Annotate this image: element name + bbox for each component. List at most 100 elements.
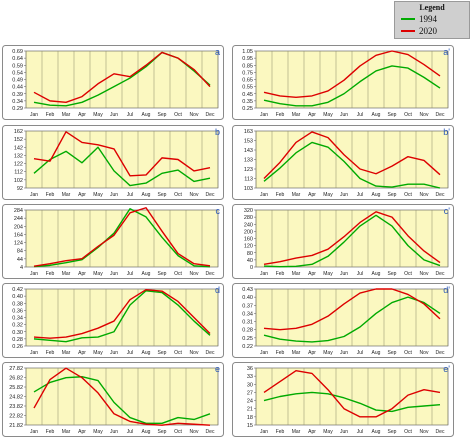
series-line-2020	[263, 288, 441, 331]
x-tick-label: Jan	[30, 271, 38, 277]
series-line-2020	[33, 207, 211, 267]
x-tick-label: Dec	[206, 350, 215, 356]
line-chart: 0.690.640.590.54 0.490.440.390.340.29 Jan F…	[2, 45, 224, 120]
x-tick-label: Dec	[436, 192, 445, 198]
y-tick-label: 0.28	[12, 337, 23, 343]
y-tick-label: 0.25	[242, 106, 253, 112]
y-tick-label: 0.26	[12, 344, 23, 350]
y-tick-label: 142	[14, 145, 23, 151]
x-tick-label: Oct	[174, 112, 182, 118]
y-tick-label: 0.34	[12, 99, 23, 105]
y-tick-label: 44	[17, 257, 23, 263]
series-line-2020	[33, 289, 211, 339]
panel-label: b	[215, 127, 220, 137]
y-tick-label: 0.25	[242, 336, 253, 342]
series-line-1994	[263, 214, 441, 268]
x-tick-label: Nov	[190, 350, 199, 356]
x-tick-label: Feb	[46, 429, 55, 435]
legend: Legend 1994 2020	[394, 1, 470, 39]
y-tick-label: 120	[244, 244, 253, 250]
x-tick-label: Aug	[372, 192, 381, 198]
x-tick-label: Jun	[110, 192, 118, 198]
y-tick-label: 23.82	[9, 404, 23, 410]
x-tick-label: Sep	[388, 112, 397, 118]
y-tick-label: 27	[247, 390, 253, 396]
x-tick-label: Feb	[276, 429, 285, 435]
y-tick-label: 163	[244, 129, 253, 135]
x-tick-label: Jun	[340, 429, 348, 435]
legend-title: Legend	[419, 3, 445, 12]
y-tick-label: 0.59	[12, 63, 23, 69]
x-tick-label: Mar	[62, 429, 71, 435]
x-tick-label: Feb	[46, 112, 55, 118]
x-tick-label: Apr	[308, 429, 316, 435]
x-tick-label: Oct	[174, 192, 182, 198]
x-tick-label: Oct	[404, 112, 412, 118]
y-tick-label: 200	[244, 229, 253, 235]
y-tick-label: 92	[17, 186, 23, 192]
y-tick-label: 132	[14, 153, 23, 159]
y-tick-label: 0.45	[242, 92, 253, 98]
x-tick-label: Oct	[404, 192, 412, 198]
series-line-2020	[33, 131, 211, 177]
x-tick-label: Feb	[276, 271, 285, 277]
x-tick-label: Aug	[372, 271, 381, 277]
series-line-1994	[33, 208, 211, 268]
panel-label: a	[215, 47, 220, 57]
line-chart: 0.420.400.380.36 0.340.320.300.280.26 Jan F…	[2, 283, 224, 358]
x-tick-label: Aug	[142, 429, 151, 435]
x-tick-label: Jan	[260, 429, 268, 435]
y-tick-label: 113	[244, 177, 253, 183]
y-tick-label: 284	[14, 208, 23, 214]
y-tick-label: 80	[247, 251, 253, 257]
y-tick-label: 36	[247, 366, 253, 372]
y-tick-label: 102	[14, 178, 23, 184]
x-tick-label: Sep	[158, 350, 167, 356]
chart-panel: 0.43 0.40 0.37 0.34 0.31 0.28 0.25 0.22 Jan Feb Ma…	[232, 283, 454, 358]
x-tick-label: Jul	[127, 112, 133, 118]
y-tick-label: 112	[14, 170, 23, 176]
x-tick-label: Nov	[190, 192, 199, 198]
y-tick-label: 124	[14, 241, 23, 247]
x-tick-label: Sep	[158, 429, 167, 435]
x-tick-label: Nov	[190, 429, 199, 435]
chart-panel: 36 33 30 27 24 21 18 15 Jan Feb Mar Apr May Jun Jul Aug…	[232, 362, 454, 437]
x-tick-label: Sep	[388, 429, 397, 435]
legend-item-1994: 1994	[401, 14, 437, 24]
x-tick-label: Aug	[142, 350, 151, 356]
x-tick-label: Jun	[340, 192, 348, 198]
x-tick-label: Nov	[420, 350, 429, 356]
x-tick-label: Jun	[110, 271, 118, 277]
y-tick-label: 0.35	[242, 99, 253, 105]
y-tick-label: 0.85	[242, 63, 253, 69]
x-tick-label: Jul	[357, 350, 363, 356]
panel-label: d'	[443, 285, 450, 295]
x-tick-label: Jan	[260, 350, 268, 356]
x-tick-label: Nov	[420, 192, 429, 198]
x-tick-label: May	[323, 112, 333, 118]
line-chart: 27.82 26.82 25.82 24.82 23.82 22.82 21.82 Jan Fe…	[2, 362, 224, 437]
x-tick-label: Aug	[372, 350, 381, 356]
panel-label: b'	[443, 127, 450, 137]
line-chart: 162 152 142 132 122 112 102 92 Jan Feb Mar Apr May Ju…	[2, 125, 224, 200]
y-tick-label: 0.39	[12, 92, 23, 98]
x-tick-label: Mar	[62, 271, 71, 277]
y-tick-label: 240	[244, 222, 253, 228]
y-tick-label: 204	[14, 224, 23, 230]
chart-panel: 284 244 204 164 124 84 44 4 Jan Feb Mar Apr May Jun Ju…	[2, 204, 224, 279]
x-tick-label: May	[93, 350, 103, 356]
x-tick-label: Jan	[30, 350, 38, 356]
x-tick-label: Feb	[46, 350, 55, 356]
y-tick-label: 280	[244, 215, 253, 221]
series-line-1994	[33, 376, 211, 424]
x-tick-label: Feb	[46, 192, 55, 198]
y-tick-label: 0.69	[12, 49, 23, 55]
x-tick-label: Feb	[276, 112, 285, 118]
panel-label: e'	[443, 364, 450, 374]
legend-item-2020: 2020	[401, 26, 437, 36]
series-line-1994	[33, 146, 211, 187]
x-tick-label: Apr	[308, 350, 316, 356]
x-tick-label: Apr	[308, 112, 316, 118]
chart-panel: 27.82 26.82 25.82 24.82 23.82 22.82 21.82 Jan Fe…	[2, 362, 224, 437]
